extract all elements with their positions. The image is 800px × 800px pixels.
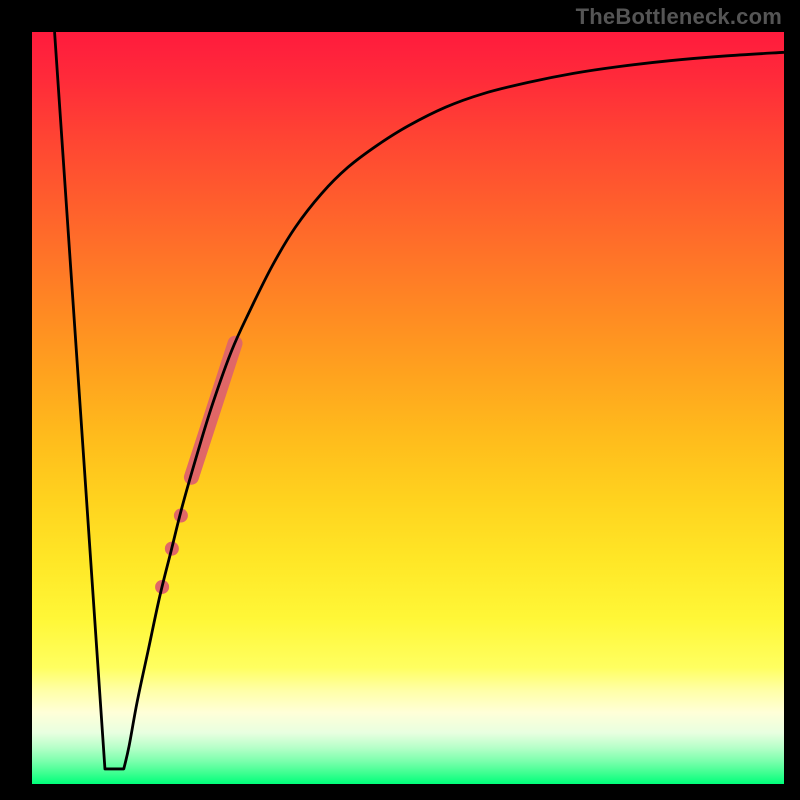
bottleneck-chart-svg (0, 0, 800, 800)
watermark-text: TheBottleneck.com (576, 4, 782, 30)
chart-container: { "watermark": { "text": "TheBottleneck.… (0, 0, 800, 800)
